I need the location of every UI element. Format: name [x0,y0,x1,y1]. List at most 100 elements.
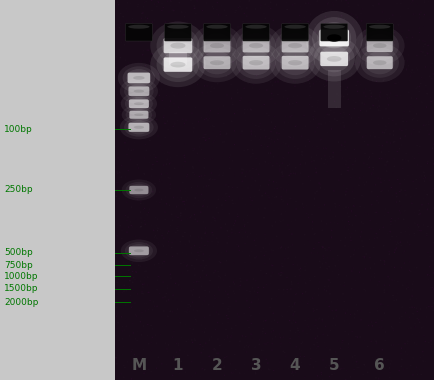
Ellipse shape [142,284,143,285]
Ellipse shape [190,217,191,218]
Ellipse shape [327,56,342,62]
Ellipse shape [355,43,404,82]
Ellipse shape [121,239,157,262]
FancyBboxPatch shape [129,111,148,119]
Ellipse shape [365,268,366,269]
Ellipse shape [295,126,296,127]
Ellipse shape [128,226,129,228]
Ellipse shape [217,63,218,65]
Ellipse shape [427,274,428,276]
Ellipse shape [263,104,265,105]
Ellipse shape [148,70,150,71]
Ellipse shape [118,4,119,5]
Ellipse shape [329,45,330,46]
Ellipse shape [318,242,319,243]
Ellipse shape [257,292,258,293]
Ellipse shape [266,359,267,360]
Ellipse shape [280,272,282,273]
Ellipse shape [200,211,201,213]
Ellipse shape [388,276,389,277]
Ellipse shape [423,125,424,126]
Ellipse shape [368,167,370,168]
Ellipse shape [125,107,152,122]
Ellipse shape [426,106,427,108]
Ellipse shape [267,363,269,364]
Ellipse shape [200,344,201,345]
Ellipse shape [433,272,434,274]
Ellipse shape [152,191,153,192]
Ellipse shape [394,252,395,253]
Ellipse shape [431,340,432,342]
Text: 250bp: 250bp [4,185,33,195]
Ellipse shape [128,97,150,111]
Text: M: M [132,358,146,373]
Ellipse shape [273,370,274,371]
Ellipse shape [273,20,274,21]
FancyBboxPatch shape [319,30,349,46]
Ellipse shape [118,63,160,93]
Ellipse shape [288,43,302,48]
Ellipse shape [120,115,158,139]
Ellipse shape [316,172,317,173]
Ellipse shape [283,22,284,24]
Bar [115,0,434,21]
Ellipse shape [289,103,290,105]
Ellipse shape [431,306,433,307]
Ellipse shape [256,75,257,76]
Ellipse shape [371,204,372,206]
Ellipse shape [289,320,290,321]
Ellipse shape [369,25,391,29]
Ellipse shape [142,54,143,55]
Ellipse shape [319,46,350,72]
Ellipse shape [365,34,395,57]
Ellipse shape [345,0,347,1]
Ellipse shape [355,215,356,216]
Ellipse shape [287,203,288,205]
Ellipse shape [277,81,279,82]
Ellipse shape [227,318,229,319]
Ellipse shape [221,57,222,58]
Ellipse shape [173,356,174,358]
Ellipse shape [270,152,271,154]
Ellipse shape [210,60,224,65]
Text: 100bp: 100bp [4,125,33,134]
Ellipse shape [361,30,399,61]
Ellipse shape [115,290,117,291]
Ellipse shape [307,21,309,22]
Ellipse shape [168,299,169,301]
Ellipse shape [203,66,204,68]
Ellipse shape [184,201,185,202]
Ellipse shape [379,158,380,159]
Ellipse shape [157,27,199,64]
Ellipse shape [315,32,316,33]
Ellipse shape [406,68,407,70]
Ellipse shape [299,163,301,165]
Ellipse shape [134,127,135,128]
Ellipse shape [364,30,365,31]
Ellipse shape [128,120,150,135]
Ellipse shape [208,356,210,357]
Ellipse shape [347,87,348,88]
Ellipse shape [171,43,185,49]
Ellipse shape [145,65,146,66]
Ellipse shape [229,196,230,197]
Ellipse shape [156,367,157,369]
Ellipse shape [156,119,158,120]
Ellipse shape [288,60,302,65]
Ellipse shape [121,92,157,115]
FancyBboxPatch shape [204,24,230,41]
Ellipse shape [241,172,243,174]
Ellipse shape [360,319,362,321]
FancyBboxPatch shape [282,24,309,41]
Ellipse shape [129,109,149,120]
Ellipse shape [404,343,406,344]
Ellipse shape [359,272,360,273]
Ellipse shape [164,123,165,124]
Ellipse shape [206,24,207,25]
Ellipse shape [317,22,351,54]
Ellipse shape [132,250,134,252]
Ellipse shape [350,44,352,46]
Ellipse shape [400,138,401,139]
Ellipse shape [329,306,330,307]
Ellipse shape [132,271,133,272]
